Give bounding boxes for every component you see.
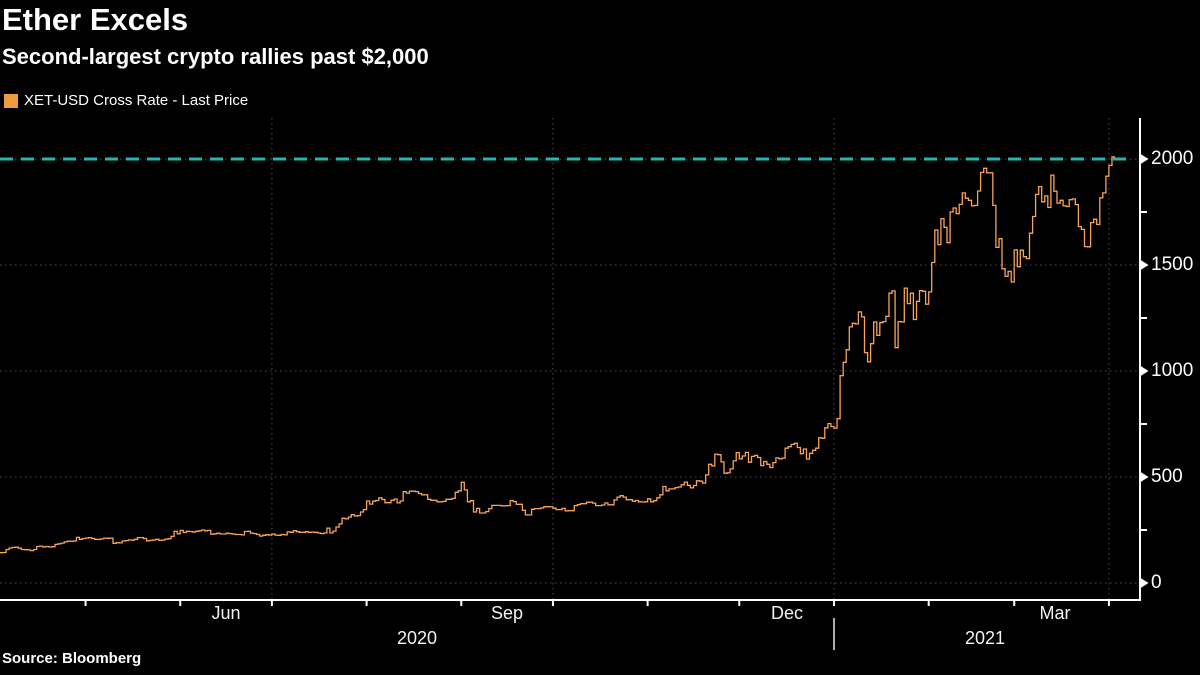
chart-title: Ether Excels [2,2,189,37]
y-axis-label-1000: 1000 [1151,360,1194,381]
y-major-tick-arrow [1139,365,1149,377]
x-axis-year-2020: 2020 [396,628,438,648]
legend: XET-USD Cross Rate - Last Price [4,92,248,109]
x-axis-label-mar: Mar [1039,603,1071,623]
chart-subtitle: Second-largest crypto rallies past $2,00… [2,44,429,69]
legend-swatch-icon [4,93,18,108]
y-major-tick-arrow [1139,259,1149,271]
x-axis-label-sep: Sep [490,603,524,623]
y-axis-label-500: 500 [1151,466,1183,487]
x-axis-year-2021: 2021 [964,628,1006,648]
y-major-tick-arrow [1139,471,1149,483]
x-axis-label-dec: Dec [770,603,803,623]
x-axis-label-jun: Jun [211,603,241,623]
y-axis-label-0: 0 [1151,572,1162,593]
y-axis-label-1500: 1500 [1151,254,1194,275]
price-line [0,156,1115,554]
legend-label: XET-USD Cross Rate - Last Price [24,92,249,109]
y-major-tick-arrow [1139,153,1149,165]
y-major-tick-arrow [1139,577,1149,589]
source-attribution: Source: Bloomberg [2,650,142,667]
y-axis-label-2000: 2000 [1151,148,1194,169]
